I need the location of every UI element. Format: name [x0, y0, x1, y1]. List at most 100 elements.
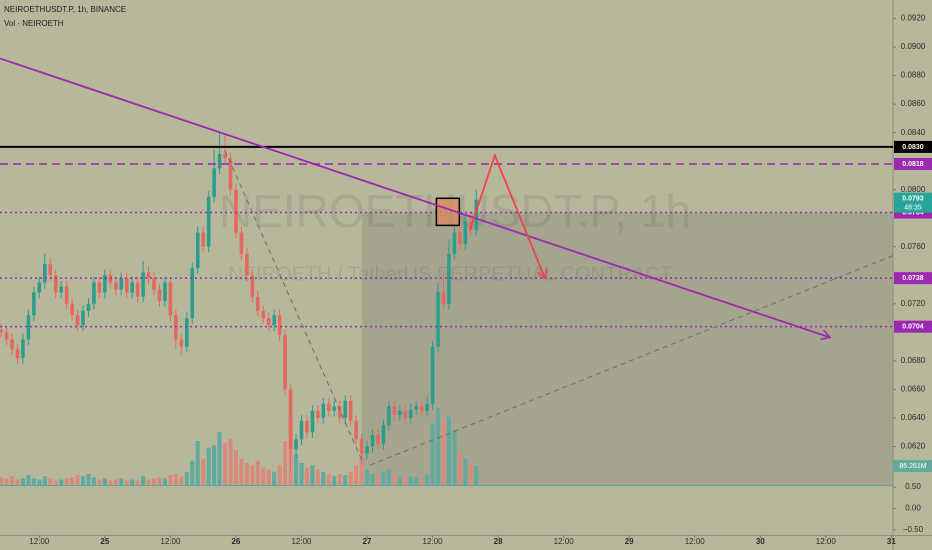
y-tick-label: 0.0720: [901, 299, 926, 308]
candle-body: [217, 154, 222, 169]
candle-body: [381, 425, 386, 444]
volume-bar: [463, 458, 468, 485]
volume-bar: [48, 478, 53, 485]
x-tick-label: 12:00: [291, 537, 312, 546]
candle-body: [141, 272, 145, 297]
candle-body: [130, 282, 134, 293]
candle-body: [168, 282, 173, 316]
y-tick-label: 0.0640: [901, 413, 926, 422]
volume-bar: [299, 463, 304, 485]
volume-bar: [212, 445, 217, 485]
price-label-box: [894, 158, 932, 171]
volume-bar: [15, 479, 20, 485]
x-tick-label: 25: [100, 537, 109, 546]
volume-bar: [9, 476, 15, 485]
x-tick-label: 26: [231, 537, 240, 546]
x-tick-label: 31: [887, 537, 896, 546]
candle-body: [185, 318, 189, 347]
volume-bar: [304, 467, 309, 485]
x-tick-label: 12:00: [423, 537, 444, 546]
volume-bar: [190, 460, 195, 485]
candle-body: [370, 435, 375, 447]
countdown-label: 48:35: [904, 205, 922, 212]
candle-body: [114, 282, 118, 290]
candle-body: [26, 315, 31, 340]
candle-body: [316, 410, 320, 418]
volume-bar: [414, 477, 419, 485]
volume-bar: [146, 479, 151, 485]
x-tick-label: 12:00: [685, 537, 706, 546]
volume-bar: [381, 471, 386, 485]
candle-body: [376, 435, 380, 444]
candle-body: [53, 275, 58, 293]
candle-body: [343, 400, 347, 418]
candle-body: [256, 296, 260, 311]
candle-body: [365, 446, 369, 454]
volume-bar: [113, 479, 118, 485]
candle-body: [228, 158, 233, 190]
volume-bar: [80, 476, 86, 485]
candle-body: [146, 272, 151, 279]
highlight-box: [435, 197, 461, 227]
volume-bar: [321, 471, 326, 485]
x-tick-label: 30: [756, 537, 765, 546]
volume-bar: [222, 443, 228, 485]
trendline: [224, 150, 363, 461]
trendline: [0, 57, 830, 337]
candle-body: [92, 282, 96, 304]
volume-bar: [168, 475, 173, 485]
price-label: 0.0738: [902, 275, 924, 282]
volume-bar: [244, 463, 249, 485]
volume-bar: [37, 479, 42, 485]
candle-body: [447, 253, 451, 304]
candle-body: [261, 310, 266, 319]
candle-body: [4, 332, 9, 340]
volume-bar: [119, 478, 124, 485]
volume-bar: [151, 478, 157, 485]
volume-bar: [446, 416, 452, 485]
trendline: [370, 255, 894, 466]
candle-body: [414, 406, 418, 410]
candle-body: [305, 420, 309, 433]
candle-body: [430, 346, 435, 404]
volume-bar: [228, 438, 233, 485]
volume-bar: [277, 465, 282, 485]
volume-last-label: 86.261M: [899, 463, 926, 470]
price-label-box: [894, 140, 932, 153]
candle-body: [277, 315, 282, 336]
candle-body: [321, 403, 326, 418]
price-label: 0.0830: [902, 144, 924, 151]
candle-body: [212, 168, 216, 197]
candle-body: [348, 400, 353, 421]
y-tick-label: 0.0860: [901, 99, 926, 108]
y-tick-label: 0.0840: [901, 128, 926, 137]
volume-bar: [468, 463, 473, 485]
candle-body: [419, 406, 424, 411]
y-tick-label: 0.0900: [901, 42, 926, 51]
volume-bar: [59, 479, 64, 485]
volume-bar: [206, 447, 211, 485]
volume-bar: [173, 474, 178, 485]
volume-bar: [64, 478, 69, 485]
volume-bar: [375, 476, 381, 485]
candle-body: [294, 439, 298, 450]
candle-body: [195, 232, 200, 269]
candle-body: [458, 232, 462, 244]
candle-body: [21, 339, 25, 359]
y-tick-label: 0.0880: [901, 71, 926, 80]
volume-bar: [217, 432, 222, 485]
volume-bar: [135, 480, 140, 485]
y-tick-label: 0.0620: [901, 442, 926, 451]
candle-body: [0, 329, 3, 333]
pane2-tick-label: −0.50: [903, 525, 924, 534]
volume-bar: [26, 475, 31, 485]
candle-body: [403, 410, 408, 418]
trendline: [468, 152, 545, 278]
candle-body: [310, 410, 315, 433]
volume-bar: [233, 449, 238, 485]
volume-bar: [195, 441, 200, 485]
x-tick-label: 27: [363, 537, 372, 546]
volume-bar: [75, 475, 80, 485]
candle-body: [272, 315, 276, 326]
volume-bar: [452, 430, 457, 485]
